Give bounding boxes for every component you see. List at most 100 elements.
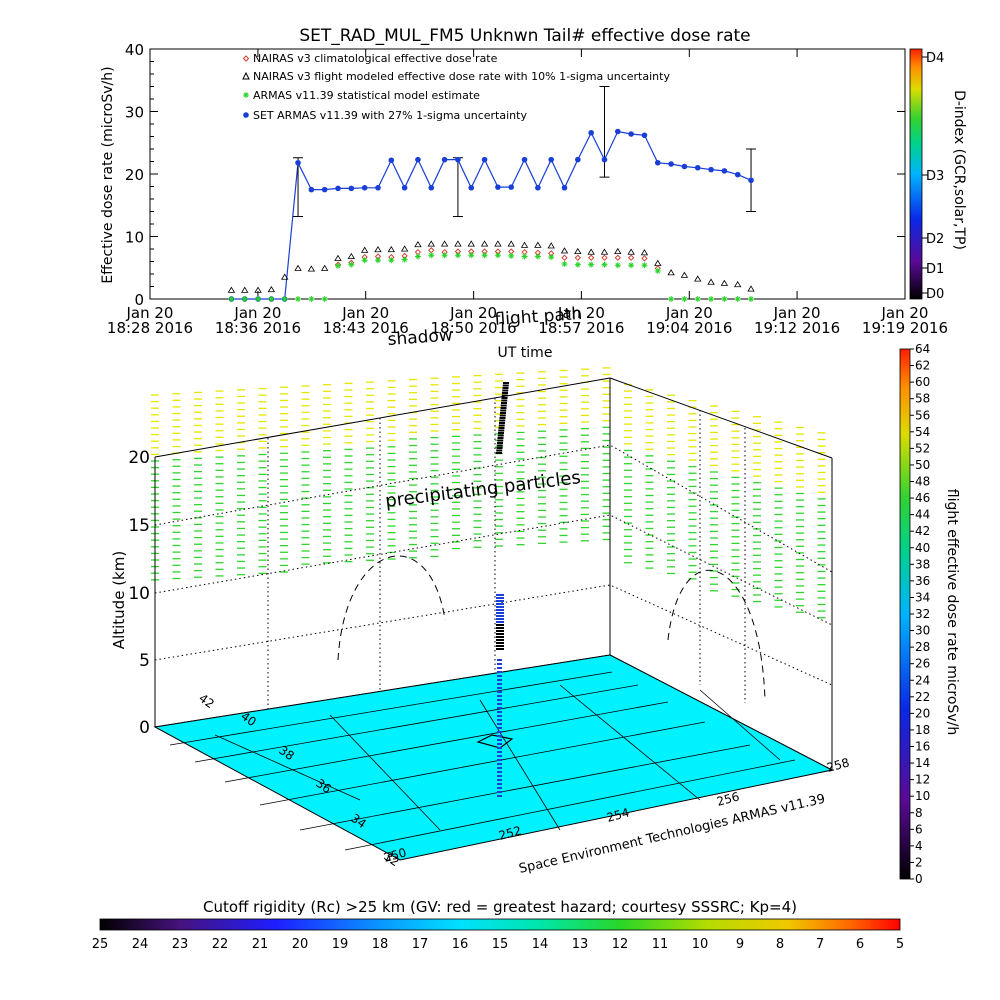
set-armas-point (401, 184, 408, 191)
set-armas-point (295, 159, 301, 166)
nairas-flight-point (587, 248, 595, 255)
longitude-tick-label: 250 (382, 845, 408, 864)
set-armas-point (415, 156, 421, 163)
cutoff-rigidity-tick-label: 9 (736, 937, 744, 952)
nairas-flight-point (427, 240, 435, 247)
nairas-flight-point (547, 242, 555, 249)
legend-label: NAIRAS v3 flight modeled effective dose … (253, 70, 670, 83)
dose-rate-tick-label: 34 (915, 590, 930, 604)
x-axis-label: UT time (498, 345, 553, 361)
shadow-label: shadow (387, 325, 453, 350)
nairas-flight-point (640, 249, 649, 256)
armas-statistical-point (414, 253, 421, 260)
cutoff-rigidity-tick-label: 19 (332, 937, 349, 952)
nairas-flight-point (720, 279, 729, 286)
longitude-tick-label: 258 (825, 755, 851, 774)
nairas-flight-point (281, 273, 289, 280)
set-armas-point (575, 156, 581, 163)
ground-plane (153, 654, 834, 861)
nairas-climatological-point (588, 254, 595, 261)
dose-rate-tick-label: 30 (915, 624, 930, 638)
armas-statistical-point (588, 261, 595, 268)
map-line (224, 701, 669, 783)
map-line (214, 734, 361, 801)
armas-statistical-point (441, 252, 448, 259)
map-line (699, 689, 781, 761)
nairas-flight-point (680, 271, 689, 278)
legend: NAIRAS v3 climatological effective dose … (242, 52, 670, 122)
map-line (559, 684, 701, 801)
altitude-tick-label: 15 (128, 516, 150, 536)
nairas-flight-point (294, 264, 302, 271)
armas-statistical-point (748, 296, 755, 302)
set-armas-point (468, 184, 475, 191)
x-tick-label: 19:12 2016 (754, 319, 840, 337)
armas-statistical-point (348, 261, 355, 268)
armas-statistical-point (721, 296, 728, 302)
set-armas-point (495, 184, 501, 190)
d-index-tick-label: D0 (926, 287, 944, 302)
x-tick-label: Jan 20 (449, 304, 497, 322)
set-armas-point (721, 168, 728, 174)
x-tick-label: 19:04 2016 (646, 319, 732, 337)
nairas-climatological-point (601, 254, 608, 261)
armas-statistical-point (534, 253, 541, 260)
set-armas-point (375, 184, 381, 191)
legend-marker (243, 112, 249, 118)
nairas-climatological-point (574, 254, 581, 261)
nairas-flight-point (360, 246, 369, 253)
nairas-flight-point (707, 278, 715, 285)
nairas-flight-point (694, 275, 702, 282)
armas-statistical-point (561, 261, 568, 267)
armas-statistical-point (335, 262, 342, 269)
dose-rate-tick-label: 62 (915, 359, 930, 373)
nairas-flight-point (387, 245, 396, 253)
armas-statistical-point (228, 296, 235, 302)
altitude-tick-label: 5 (139, 651, 150, 671)
legend-label: ARMAS v11.39 statistical model estimate (253, 89, 480, 102)
longitude-tick-label: 256 (715, 789, 741, 808)
nairas-climatological-point (641, 255, 648, 262)
set-armas-point (388, 157, 395, 164)
dose-rate-tick-label: 20 (915, 706, 930, 720)
armas-statistical-point (574, 261, 581, 268)
x-tick-label: Jan 20 (557, 304, 605, 322)
dose-rate-tick-label: 38 (915, 557, 930, 571)
nairas-flight-point (747, 285, 755, 292)
armas-statistical-point (255, 296, 262, 302)
dose-rate-tick-label: 12 (915, 773, 930, 787)
cutoff-rigidity-label: Cutoff rigidity (Rc) >25 km (GV: red = g… (203, 898, 797, 916)
dose-rate-tick-label: 40 (915, 541, 930, 555)
nairas-flight-point (494, 240, 502, 247)
set-armas-point (455, 156, 461, 163)
d-index-ticks: D0 D1 D2 D3 D4 (922, 51, 944, 302)
armas-statistical-point (281, 296, 288, 302)
set-armas-point (681, 163, 688, 170)
dose-rate-tick-label: 58 (915, 392, 930, 406)
armas-statistical-point (694, 296, 701, 302)
armas-statistical-point (628, 262, 635, 269)
armas-statistical-point (521, 253, 528, 260)
x-tick-label: Jan 20 (233, 304, 281, 322)
dose-rate-colorbar-label: flight effective dose rate microSv/h (944, 489, 960, 735)
armas-statistical-point (494, 252, 501, 259)
cutoff-rigidity-tick-label: 11 (652, 937, 669, 952)
d-index-tick-label: D3 (926, 169, 944, 184)
d-index-label: D-index (GCR,solar,TP) (951, 90, 967, 250)
altitude-gridline (154, 514, 833, 626)
dose-rate-tick-label: 6 (915, 822, 923, 836)
set-armas-point (361, 184, 368, 191)
nairas-climatological-point (614, 254, 621, 261)
nairas-flight-point (600, 248, 609, 255)
legend-marker (242, 55, 250, 62)
set-armas-point (508, 184, 515, 190)
cutoff-rigidity-tick-label: 10 (692, 937, 709, 952)
y-axis-label: Effective dose rate (microSv/h) (100, 66, 116, 283)
armas-statistical-point (508, 252, 515, 259)
dose-rate-tick-label: 22 (915, 690, 930, 704)
nairas-flight-point (347, 252, 356, 260)
dose-rate-tick-label: 28 (915, 640, 930, 654)
map-line (344, 759, 796, 851)
armas-statistical-point (295, 296, 302, 302)
